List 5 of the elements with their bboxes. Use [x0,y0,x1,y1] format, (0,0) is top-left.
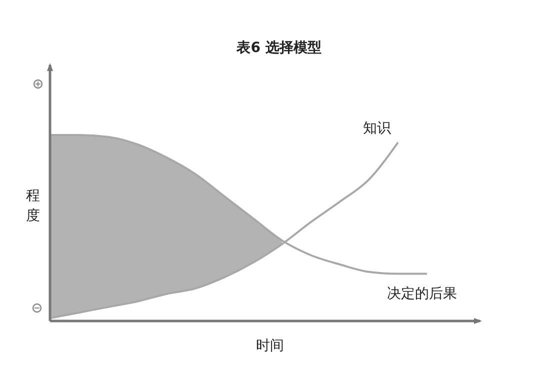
chart-title: 表6 选择模型 [236,40,322,56]
series-label: 决定的后果 [387,286,457,302]
y-axis-title: 程度 [26,188,40,224]
x-axis-title: 时间 [256,338,284,354]
series-label: 知识 [363,120,391,136]
